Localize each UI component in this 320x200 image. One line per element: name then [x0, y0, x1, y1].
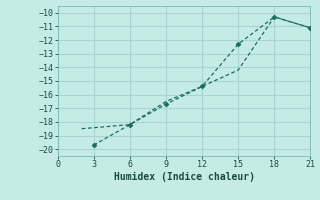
X-axis label: Humidex (Indice chaleur): Humidex (Indice chaleur)	[114, 172, 254, 182]
